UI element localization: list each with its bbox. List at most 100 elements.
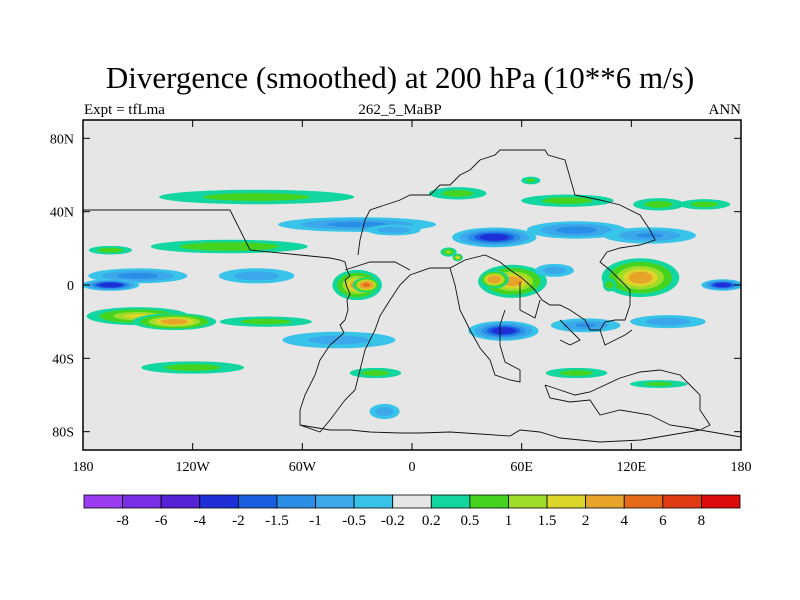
experiment-label: Expt = tfLma [84,102,165,118]
case-label: 262_5_MaBP [358,102,442,118]
colorbar-swatch [469,494,509,509]
x-tick-label: 180 [73,460,94,475]
contour-band [179,242,279,251]
field-blob [440,247,457,257]
field-blob [88,245,132,255]
colorbar-label: 6 [659,513,667,529]
contour-band [160,318,189,325]
field-blob [468,320,539,341]
contour-band [441,189,474,197]
colorbar-label: -4 [194,513,207,529]
colorbar-label: 0.5 [461,513,480,529]
contour-band [636,233,663,238]
contour-band [644,200,673,208]
x-tick-label: 60E [510,460,533,475]
colorbar-swatch [199,494,239,509]
contour-band [526,178,536,183]
contour-band [628,271,653,284]
field-blob [352,277,380,293]
colorbar-swatch [585,494,625,509]
season-label: ANN [708,102,742,118]
contour-band [361,370,390,376]
field-blob [535,263,574,277]
field-blob [132,313,217,331]
field-blob [150,239,308,254]
contour-band [98,282,123,288]
colorbar-swatch [276,494,316,509]
field-blob [633,198,685,211]
contour-band [575,323,596,328]
field-blob [601,258,680,298]
contour-band [203,193,310,201]
field-blob [83,279,140,291]
contour-band [327,221,388,228]
colorbar-label: -1.5 [265,513,289,529]
contour-band [97,247,124,253]
field-blob [603,227,696,244]
colorbar-swatch [623,494,664,509]
field-blob [218,268,295,284]
x-tick-label: 120W [176,460,211,475]
colorbar-swatch [662,494,702,509]
colorbar-label: 1 [505,513,513,529]
contour-band [559,370,594,376]
contour-band [555,226,598,234]
contour-band [491,327,516,335]
contour-band [714,282,732,288]
colorbar-swatch [237,494,278,509]
y-tick-label: 40S [52,352,74,367]
contour-band [487,275,502,284]
field-blob [526,221,627,239]
contour-band [605,281,614,289]
field-blob [630,315,706,329]
field-blob [349,367,402,379]
field-blob [366,224,421,236]
field-blob [701,279,741,291]
colorbar-swatch [83,494,123,509]
field-blob [545,367,608,379]
colorbar-label: 1.5 [538,513,557,529]
x-tick-label: 180 [731,460,752,475]
colorbar-label: -0.5 [342,513,366,529]
field-blob [219,316,312,327]
field-blob [428,187,487,200]
field-blob [452,253,463,262]
colorbar-swatch [160,494,201,509]
colorbar-swatch [392,494,432,509]
contour-band [362,283,370,287]
contour-band [117,272,159,279]
x-tick-label: 0 [409,460,416,475]
contour-band [164,364,221,371]
divergence-field [83,176,741,420]
colorbar-label: -8 [116,513,129,529]
colorbar-label: 4 [620,513,628,529]
colorbar-swatch [353,494,394,509]
colorbar-label: 2 [582,513,590,529]
chart-title: Divergence (smoothed) at 200 hPa (10**6 … [105,60,695,95]
x-tick-label: 60W [289,460,317,475]
colorbar-swatch [122,494,162,509]
colorbar-swatch [546,494,587,509]
colorbar: -8 -6 -4 -2 -1.5 -1 -0.5 -0.2 0.2 0.5 1 1.5 2 4 6 8 [83,494,741,529]
field-blob [629,380,688,388]
map-axes: 180 120W 60W 0 60E 120E 180 80N 40N 0 40S 80S [50,120,752,475]
contour-band [542,266,567,275]
contour-band [240,318,292,325]
colorbar-label: 0.2 [422,513,441,529]
y-tick-label: 0 [67,279,74,294]
contour-band [377,226,410,234]
x-tick-label: 120E [617,460,647,475]
field-blob [602,278,616,292]
contour-band [234,271,280,281]
field-blob [521,194,614,207]
colorbar-label: -6 [155,513,168,529]
y-tick-label: 40N [50,206,74,221]
field-blob [141,361,244,374]
contour-band [308,335,370,345]
contour-band [690,201,719,208]
contour-band [542,197,593,205]
field-blob [678,199,731,210]
colorbar-swatch [430,494,471,509]
colorbar-swatch [701,494,741,509]
